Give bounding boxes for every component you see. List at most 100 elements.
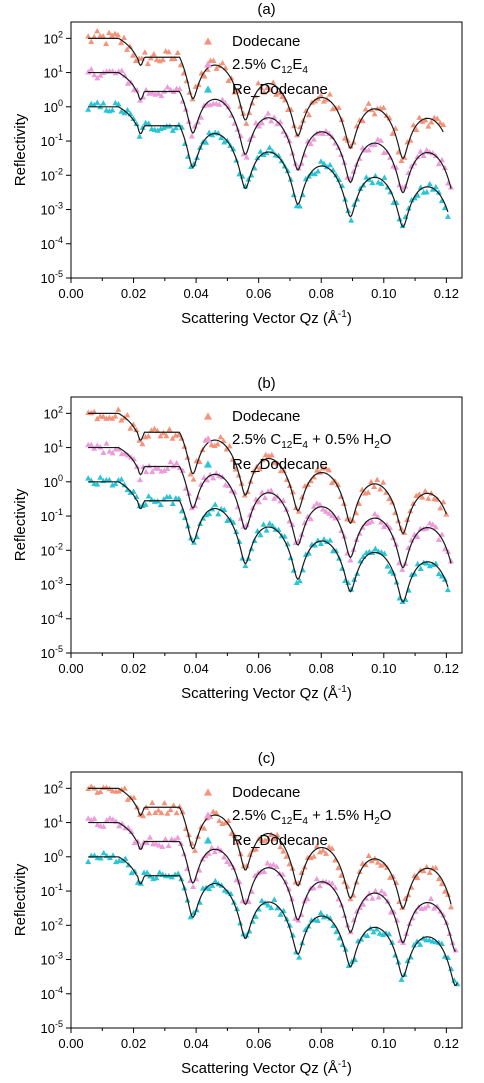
data-point: [196, 458, 203, 465]
data-point: [236, 538, 243, 544]
data-point: [304, 138, 311, 144]
data-point: [210, 57, 217, 63]
data-point: [88, 38, 95, 45]
data-point: [169, 435, 176, 441]
data-point: [371, 510, 378, 517]
data-point: [344, 883, 351, 889]
legend-label: Dodecane: [232, 784, 300, 801]
data-point: [250, 468, 257, 474]
data-point: [258, 897, 265, 903]
data-point: [150, 51, 157, 57]
data-point: [284, 167, 291, 174]
data-point: [103, 817, 110, 823]
x-tick-label: 0.00: [58, 1036, 83, 1051]
legend-marker: [204, 460, 212, 468]
data-point: [236, 878, 243, 885]
data-point: [228, 75, 235, 81]
data-point: [313, 875, 320, 882]
data-point: [198, 481, 205, 487]
data-point: [274, 904, 281, 911]
data-point: [206, 885, 213, 892]
data-point: [252, 846, 259, 852]
data-point: [332, 857, 339, 863]
data-point: [149, 90, 156, 96]
y-tick-label: 10-2: [41, 166, 63, 183]
data-point: [119, 857, 126, 864]
data-point: [97, 788, 104, 794]
data-point: [317, 540, 324, 547]
data-point: [161, 467, 168, 473]
data-point: [128, 869, 135, 876]
data-point: [317, 158, 324, 164]
y-axis-title: Reflectivity: [12, 488, 29, 561]
data-point: [426, 869, 433, 875]
data-point: [257, 148, 264, 154]
data-point: [365, 100, 372, 106]
data-point: [129, 52, 136, 58]
data-point: [260, 521, 267, 527]
series-0: [85, 783, 455, 910]
data-point: [286, 137, 293, 144]
data-point: [255, 498, 262, 505]
data-point: [94, 481, 101, 487]
data-point: [121, 785, 128, 791]
data-point: [332, 477, 338, 484]
y-tick-label: 102: [44, 779, 63, 796]
data-point: [432, 864, 439, 871]
legend-marker: [204, 811, 212, 819]
data-point: [417, 941, 424, 947]
data-point: [133, 120, 140, 127]
data-point: [164, 465, 171, 471]
data-point: [115, 101, 122, 107]
data-point: [435, 160, 442, 167]
fit-line: [88, 412, 447, 535]
series-2: [85, 849, 461, 987]
data-point: [302, 107, 309, 113]
data-point: [169, 127, 176, 133]
data-point: [378, 180, 385, 186]
data-point: [313, 843, 320, 849]
data-point: [320, 160, 327, 166]
legend-marker: [204, 412, 212, 420]
data-point: [174, 49, 181, 56]
data-point: [211, 848, 218, 855]
data-point: [417, 565, 424, 571]
data-point: [342, 946, 349, 952]
data-point: [347, 557, 354, 563]
data-point: [277, 118, 284, 125]
legend: Dodecane 2.5% C12E4 + 1.5% H2O Re_Dodecane: [204, 784, 391, 849]
data-point: [383, 112, 390, 118]
data-point: [435, 536, 442, 542]
data-point: [416, 114, 423, 120]
data-point: [109, 449, 116, 456]
data-point: [204, 477, 211, 483]
data-point: [240, 110, 247, 116]
data-point: [381, 174, 388, 180]
data-point: [326, 510, 333, 516]
data-point: [323, 508, 330, 514]
data-point: [210, 808, 217, 814]
data-point: [222, 819, 229, 826]
data-point: [434, 115, 441, 121]
data-point: [191, 160, 197, 167]
panel-label: (b): [257, 375, 275, 392]
data-point: [390, 873, 397, 879]
data-point: [410, 500, 417, 506]
data-point: [106, 476, 113, 483]
data-point: [85, 858, 92, 865]
data-point: [237, 132, 244, 139]
data-point: [264, 860, 271, 866]
data-point: [423, 189, 430, 195]
data-point: [372, 545, 379, 552]
data-point: [438, 573, 445, 579]
data-point: [143, 839, 150, 845]
y-tick-label: 10-3: [41, 576, 63, 593]
data-point: [263, 527, 270, 533]
data-point: [414, 874, 421, 881]
data-point: [289, 932, 296, 938]
data-point: [179, 808, 186, 815]
data-point: [374, 476, 381, 483]
data-point: [258, 84, 265, 91]
data-point: [106, 448, 113, 454]
